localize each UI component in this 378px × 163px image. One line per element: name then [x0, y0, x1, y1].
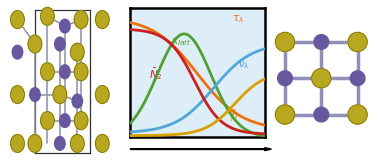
Circle shape	[40, 7, 54, 25]
Circle shape	[95, 134, 109, 152]
Circle shape	[311, 69, 331, 88]
Circle shape	[350, 71, 365, 86]
Circle shape	[348, 32, 367, 52]
Circle shape	[53, 86, 67, 104]
Text: $\bar{N}_2$: $\bar{N}_2$	[149, 66, 163, 82]
Circle shape	[348, 105, 367, 124]
Circle shape	[277, 71, 292, 86]
Text: $\kappa_{latt}$: $\kappa_{latt}$	[170, 37, 191, 48]
Circle shape	[74, 112, 88, 130]
Circle shape	[11, 11, 24, 29]
Circle shape	[60, 19, 70, 33]
Circle shape	[70, 134, 84, 152]
Circle shape	[40, 112, 54, 130]
Circle shape	[74, 11, 88, 29]
Circle shape	[314, 107, 328, 122]
Circle shape	[30, 88, 40, 101]
Circle shape	[60, 114, 70, 127]
Text: $\tilde{p}$: $\tilde{p}$	[230, 109, 238, 124]
Circle shape	[28, 134, 42, 152]
Circle shape	[314, 35, 328, 49]
Circle shape	[275, 105, 294, 124]
Circle shape	[95, 86, 109, 104]
Circle shape	[72, 94, 82, 108]
Circle shape	[275, 32, 294, 52]
Text: $\nu_\lambda$: $\nu_\lambda$	[238, 60, 249, 71]
Circle shape	[55, 137, 65, 150]
Text: $\tau_\lambda$: $\tau_\lambda$	[232, 13, 244, 25]
Circle shape	[11, 86, 24, 104]
Circle shape	[11, 134, 24, 152]
Circle shape	[95, 11, 109, 29]
Circle shape	[55, 37, 65, 51]
Circle shape	[40, 63, 54, 81]
Circle shape	[60, 65, 70, 79]
Circle shape	[28, 35, 42, 53]
Circle shape	[12, 45, 23, 59]
Circle shape	[70, 43, 84, 61]
Circle shape	[74, 63, 88, 81]
